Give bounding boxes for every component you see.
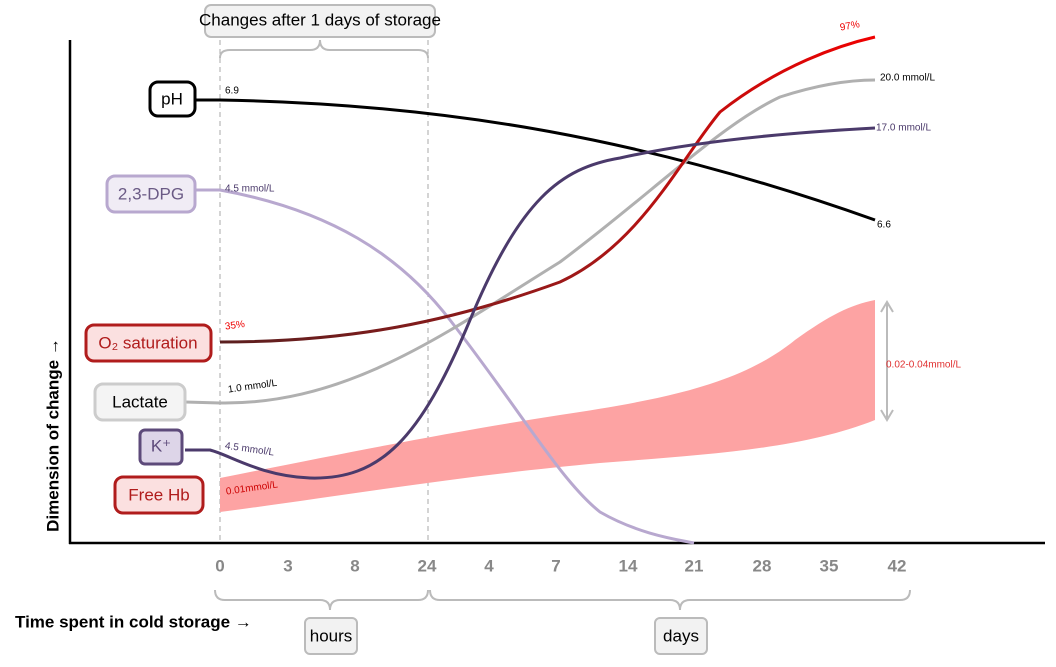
x-tick-label: 42 <box>888 556 907 575</box>
ph-curve <box>195 98 876 222</box>
annotation: 1.0 mmol/L <box>227 378 278 396</box>
label-box <box>93 382 187 422</box>
x-tick-label: 35 <box>820 556 839 575</box>
label-box <box>105 174 197 214</box>
x-tick-label: 3 <box>283 556 292 575</box>
label-box <box>84 323 213 363</box>
title: Changes after 1 days of storage <box>199 10 441 29</box>
x-tick-label: 21 <box>685 556 704 575</box>
brace <box>429 589 911 611</box>
series-label: O₂ saturation <box>98 333 197 352</box>
annotation: 17.0 mmol/L <box>876 123 931 134</box>
annotation: 6.6 <box>877 220 891 231</box>
annotation: 35% <box>224 319 245 333</box>
x-tick-label: 8 <box>350 556 359 575</box>
series-label: Lactate <box>112 392 168 411</box>
x-axis-title: Time spent in cold storage → <box>15 612 252 631</box>
dpg-curve <box>195 188 695 545</box>
x-tick-label: 4 <box>484 556 494 575</box>
x-ticks: 0 3 8 24 4 7 14 21 28 35 42 <box>215 556 906 575</box>
series-label: 2,3-DPG <box>118 184 184 203</box>
annotation: 4.5 mmol/L <box>224 441 275 459</box>
annotation: 6.9 <box>225 86 239 97</box>
series-label: K⁺ <box>151 436 171 455</box>
annotation: 0.02-0.04mmol/L <box>886 360 961 371</box>
title-box <box>204 4 436 38</box>
x-tick-label: 14 <box>619 556 638 575</box>
k-curve <box>185 126 876 480</box>
o2-curve <box>219 35 876 344</box>
lactate-curve <box>184 78 876 405</box>
label-box <box>113 475 205 515</box>
annotation: 97% <box>839 19 861 33</box>
label-box <box>148 80 197 118</box>
group-label: hours <box>310 626 353 645</box>
range-arrow-heads <box>880 300 894 422</box>
brace <box>219 39 429 59</box>
brace <box>214 589 429 611</box>
annotation: 20.0 mmol/L <box>880 73 935 84</box>
group-box <box>304 617 358 655</box>
x-tick-label: 28 <box>753 556 772 575</box>
series-label: pH <box>161 89 183 108</box>
group-box <box>654 617 708 655</box>
label-box <box>138 428 184 466</box>
group-label: days <box>663 626 699 645</box>
x-tick-label: 0 <box>215 556 224 575</box>
x-tick-label: 24 <box>418 556 437 575</box>
y-axis-title: Dimension of change → <box>43 338 62 532</box>
annotation: 4.5 mmol/L <box>225 184 275 195</box>
series-label: Free Hb <box>128 485 189 504</box>
free-hb-band <box>220 300 875 512</box>
x-tick-label: 7 <box>551 556 560 575</box>
